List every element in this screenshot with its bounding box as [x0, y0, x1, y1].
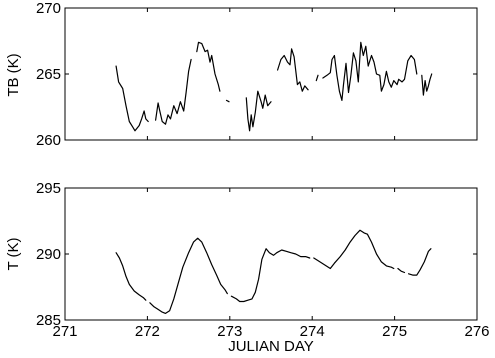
series-line-segment — [230, 248, 311, 303]
y-tick-label: 295 — [36, 180, 61, 197]
x-tick-label: 271 — [52, 323, 77, 340]
series-line-segment — [397, 267, 406, 274]
plot-frame — [64, 7, 478, 141]
series-line-segment — [313, 229, 395, 270]
y-tick-label: 265 — [36, 66, 61, 83]
bottom-panel-t: 271 272 273 274 275 276 285 290 295 T (K) JULIAN D… — [5, 180, 490, 355]
y-tick-label: 290 — [36, 246, 61, 263]
series-line-segment — [277, 48, 309, 92]
series-line-segment — [408, 248, 432, 276]
x-tick-label: 272 — [135, 323, 160, 340]
y-tick-label: 270 — [36, 0, 61, 17]
x-tick-label: 275 — [382, 323, 407, 340]
y-tick-label: 260 — [36, 132, 61, 149]
series-line-segment — [196, 41, 221, 92]
x-tick-label: 273 — [217, 323, 242, 340]
series-line-segment — [225, 99, 230, 103]
y-axis-label: T (K) — [5, 237, 22, 270]
series-line-segment — [115, 252, 147, 301]
y-axis-label: TB (K) — [5, 53, 22, 96]
x-axis-label: JULIAN DAY — [228, 338, 314, 355]
series-line-segment — [149, 237, 228, 314]
series-line-segment — [245, 90, 272, 132]
series-line-segment — [421, 73, 433, 96]
top-panel-tb: 260 265 270 TB (K) — [5, 0, 478, 149]
series-line-segment — [115, 65, 149, 132]
series-line-segment — [322, 41, 418, 101]
x-tick-label: 274 — [300, 323, 325, 340]
series-line-segment — [315, 74, 319, 82]
x-tick-label: 276 — [464, 323, 489, 340]
series-line-segment — [155, 58, 192, 125]
y-tick-label: 285 — [36, 312, 61, 329]
